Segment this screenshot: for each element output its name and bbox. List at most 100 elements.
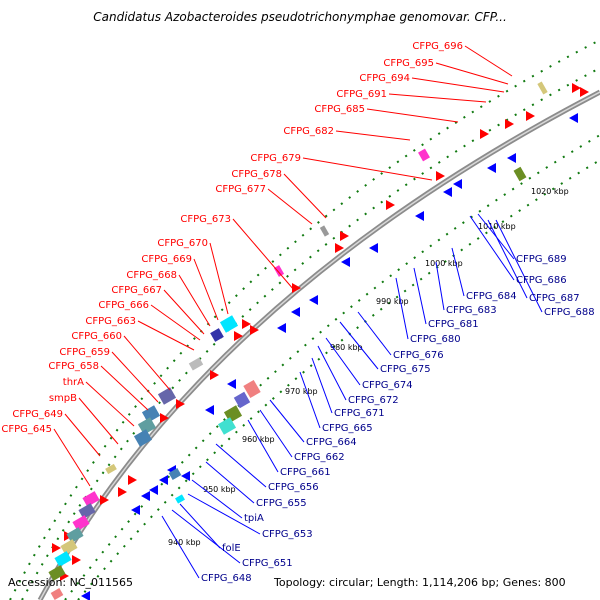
feature-block [537, 81, 548, 95]
forward-gene-arrow [176, 399, 185, 409]
forward-gene-label: CFPG_666 [98, 300, 149, 311]
forward-gene-label: CFPG_667 [111, 285, 162, 296]
forward-leader-line [85, 381, 135, 427]
reverse-gene-label: CFPG_674 [362, 380, 413, 391]
kbp-ruler-labels: 940 kbp 950 kbp 960 kbp 970 kbp 980 kbp 990 k… [168, 187, 569, 547]
reverse-gene-label: CFPG_648 [201, 573, 252, 584]
reverse-gene-arrow [291, 307, 300, 317]
forward-leader-line [267, 188, 313, 225]
reverse-leader-line [413, 267, 427, 325]
reverse-gene-label: CFPG_683 [446, 305, 497, 316]
forward-gene-arrow [292, 283, 301, 293]
forward-gene-label: CFPG_685 [314, 104, 365, 115]
forward-gene-label: CFPG_678 [231, 169, 282, 180]
genome-backbone [37, 89, 600, 600]
feature-block [418, 148, 430, 162]
forward-gene-arrow [580, 87, 589, 97]
reverse-gene-label: CFPG_662 [294, 452, 345, 463]
reverse-gene-arrow [181, 471, 190, 481]
genome-stats-text: Topology: circular; Length: 1,114,206 bp… [274, 576, 566, 589]
reverse-leader-line [205, 461, 255, 504]
label-leader-lines [53, 45, 543, 579]
forward-gene-label: CFPG_694 [359, 73, 410, 84]
forward-gene-label: CFPG_669 [141, 254, 192, 265]
feature-block [72, 515, 90, 531]
feature-block [168, 468, 182, 480]
kbp-label: 1000 kbp [425, 259, 463, 268]
reverse-gene-label: CFPG_671 [334, 408, 385, 419]
forward-gene-arrow [335, 243, 344, 253]
reverse-gene-label: CFPG_686 [516, 275, 567, 286]
inner-tick-track-2 [77, 159, 600, 600]
reverse-gene-arrow [453, 179, 462, 189]
kbp-label: 990 kbp [376, 297, 409, 306]
reverse-leader-line [325, 337, 361, 386]
forward-leader-line [137, 320, 195, 351]
genome-backbone-highlight [39, 91, 600, 600]
forward-gene-arrow [52, 543, 61, 553]
reverse-gene-arrow [341, 257, 350, 267]
forward-leader-line [53, 428, 91, 487]
feature-block [157, 387, 177, 405]
reverse-gene-arrow [507, 153, 516, 163]
feature-block [54, 551, 72, 567]
forward-leader-line [163, 289, 205, 335]
forward-gene-label: CFPG_679 [250, 153, 301, 164]
forward-gene-arrow [242, 319, 251, 329]
reverse-leader-line [495, 219, 543, 313]
forward-gene-label: thrA [63, 377, 84, 388]
reverse-gene-label: CFPG_665 [322, 423, 373, 434]
kbp-label: 940 kbp [168, 538, 201, 547]
feature-block [243, 379, 261, 399]
reverse-leader-line [179, 503, 221, 549]
feature-block [273, 265, 285, 277]
forward-gene-label: CFPG_673 [180, 214, 231, 225]
forward-gene-arrow [234, 331, 243, 341]
forward-gene-arrow [480, 129, 489, 139]
reverse-gene-label: CFPG_687 [529, 293, 580, 304]
forward-leader-line [388, 93, 487, 103]
reverse-gene-label: CFPG_681 [428, 319, 479, 330]
reverse-leader-line [215, 443, 267, 488]
reverse-gene-arrow [149, 485, 158, 495]
forward-gene-arrow [72, 555, 81, 565]
feature-block [48, 565, 66, 581]
accession-text: Accession: NC_011565 [8, 576, 134, 589]
forward-leader-line [335, 130, 411, 141]
forward-gene-arrow [505, 119, 514, 129]
gene-features-layer [48, 81, 589, 600]
reverse-gene-label: CFPG_653 [262, 529, 313, 540]
reverse-gene-label: CFPG_664 [306, 437, 357, 448]
forward-leader-line [150, 304, 201, 341]
inner-tick-track [64, 134, 600, 600]
feature-block [105, 463, 117, 475]
kbp-label: 970 kbp [285, 387, 318, 396]
forward-gene-label: CFPG_677 [215, 184, 266, 195]
forward-gene-arrow [436, 171, 445, 181]
gene-labels: CFPG_696 CFPG_695 CFPG_694 CFPG_691 CFPG_685… [1, 41, 594, 584]
forward-leader-line [435, 62, 509, 85]
reverse-leader-line [487, 219, 528, 299]
forward-leader-line [64, 413, 101, 457]
forward-leader-line [123, 335, 171, 391]
forward-leader-line [209, 242, 229, 315]
forward-leader-line [232, 218, 295, 291]
feature-block [50, 588, 64, 600]
kbp-label: 1010 kbp [478, 222, 516, 231]
reverse-gene-label: CFPG_656 [268, 482, 319, 493]
reverse-gene-arrow [227, 379, 236, 389]
kbp-label: 960 kbp [242, 435, 275, 444]
reverse-gene-arrow [159, 475, 168, 485]
forward-leader-line [411, 77, 505, 93]
forward-gene-arrow [340, 231, 349, 241]
reverse-gene-arrow [131, 505, 140, 515]
feature-block [82, 491, 100, 507]
kbp-label: 980 kbp [330, 343, 363, 352]
reverse-leader-line [395, 277, 409, 340]
reverse-gene-label: CFPG_655 [256, 498, 307, 509]
forward-leader-line [464, 45, 513, 77]
reverse-leader-line [269, 399, 305, 443]
forward-gene-label: CFPG_696 [412, 41, 463, 52]
reverse-leader-line [187, 493, 261, 535]
